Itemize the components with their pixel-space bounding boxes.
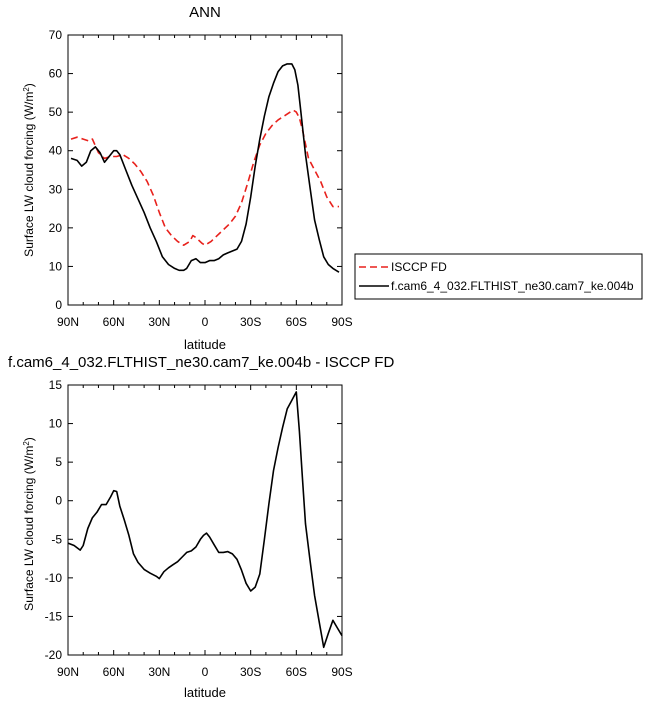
x-tick-label: 30N [148, 315, 170, 329]
x-tick-label: 60N [103, 315, 125, 329]
y-axis-label: Surface LW cloud forcing (W/m2) [22, 437, 36, 611]
y-tick-label: 0 [55, 298, 62, 312]
y-tick-label: 60 [49, 67, 63, 81]
y-axis-label-main: Surface LW cloud forcing (W/m [22, 92, 36, 257]
y-axis-label-main: Surface LW cloud forcing (W/m [22, 446, 36, 611]
panel-difference: f.cam6_4_032.FLTHIST_ne30.cam7_ke.004b -… [8, 354, 394, 700]
x-tick-label: 90N [57, 315, 79, 329]
series-layer [70, 63, 340, 273]
series-line-model [67, 391, 343, 649]
x-tick-label: 30N [148, 665, 170, 679]
x-tick-label: 60S [286, 315, 307, 329]
y-axis-label-end: ) [22, 83, 36, 87]
y-tick-label: 0 [55, 494, 62, 508]
legend-box [354, 253, 643, 300]
series-line-isccp [70, 109, 339, 246]
y-tick-label: -15 [45, 609, 63, 623]
y-axis: 0 10 20 30 40 50 60 70 [49, 28, 342, 312]
y-tick-label: 5 [55, 455, 62, 469]
x-tick-label: 0 [202, 315, 209, 329]
y-tick-label: -5 [51, 532, 62, 546]
x-axis-label: latitude [184, 337, 226, 352]
y-tick-label: 20 [49, 221, 63, 235]
x-axis: 90N 60N 30N 0 30S 60S 90S [57, 385, 353, 679]
chart-title: f.cam6_4_032.FLTHIST_ne30.cam7_ke.004b -… [8, 354, 394, 371]
x-axis: 90N 60N 30N 0 30S 60S 90S [57, 35, 353, 329]
y-tick-label: 40 [49, 144, 63, 158]
y-tick-label: -10 [45, 571, 63, 585]
x-tick-label: 30S [240, 315, 261, 329]
x-tick-label: 30S [240, 665, 261, 679]
legend-label-model: f.cam6_4_032.FLTHIST_ne30.cam7_ke.004b [391, 279, 634, 293]
series-layer [67, 391, 343, 649]
x-tick-label: 60N [103, 665, 125, 679]
legend: ISCCP FD f.cam6_4_032.FLTHIST_ne30.cam7_… [354, 253, 643, 300]
y-axis-label-end: ) [22, 437, 36, 441]
x-tick-label: 90S [331, 665, 352, 679]
legend-label-isccp: ISCCP FD [391, 260, 447, 274]
x-axis-label: latitude [184, 685, 226, 700]
x-tick-label: 0 [202, 665, 209, 679]
x-tick-label: 60S [286, 665, 307, 679]
x-tick-label: 90N [57, 665, 79, 679]
y-tick-label: 30 [49, 182, 63, 196]
chart-title: ANN [189, 4, 221, 21]
y-tick-label: 15 [49, 378, 63, 392]
plot-frame [67, 384, 343, 656]
y-tick-label: 70 [49, 28, 63, 42]
y-tick-label: -20 [45, 648, 63, 662]
y-axis: -20 -15 -10 -5 0 5 10 15 [45, 378, 342, 662]
y-axis-label-sup: 2 [22, 87, 31, 92]
y-tick-label: 10 [49, 417, 63, 431]
series-line-model [70, 63, 340, 273]
plot-frame [67, 34, 343, 306]
y-tick-label: 10 [49, 259, 63, 273]
y-axis-label: Surface LW cloud forcing (W/m2) [22, 83, 36, 257]
x-tick-label: 90S [331, 315, 352, 329]
y-tick-label: 50 [49, 105, 63, 119]
y-axis-label-sup: 2 [22, 441, 31, 446]
